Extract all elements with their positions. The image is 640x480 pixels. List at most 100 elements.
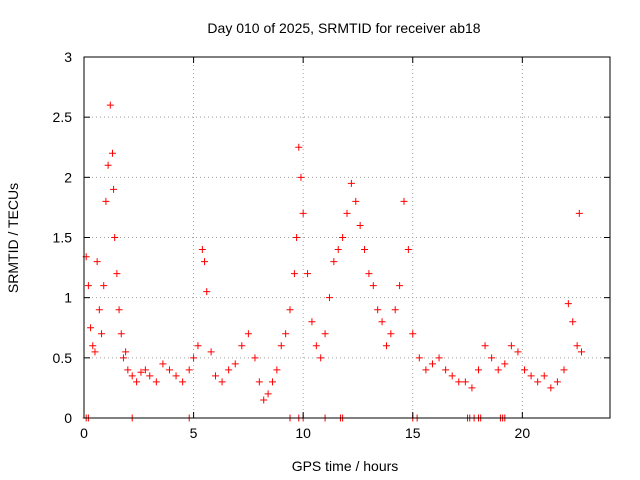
data-point <box>238 342 246 350</box>
data-point <box>553 378 561 386</box>
y-tick-label: 3 <box>64 49 72 65</box>
data-point <box>365 270 373 278</box>
data-point <box>308 318 316 326</box>
data-point <box>152 378 160 386</box>
data-point <box>347 179 355 187</box>
data-point <box>293 234 301 241</box>
data-point <box>299 209 307 217</box>
data-point <box>268 378 276 386</box>
data-point <box>172 372 180 380</box>
data-point <box>137 368 145 376</box>
data-point <box>575 209 583 217</box>
data-point <box>475 366 482 374</box>
data-point <box>286 306 294 314</box>
data-point <box>527 372 535 380</box>
axis-tick-labels: 0 5 10 15 20 0 0.5 1 1.5 2 2.5 3 <box>53 49 531 441</box>
data-point <box>396 282 404 290</box>
data-point <box>141 366 149 374</box>
data-point <box>304 270 312 278</box>
data-point <box>409 330 417 338</box>
data-point <box>569 318 577 326</box>
y-tick-label: 2.5 <box>53 109 73 125</box>
data-point <box>442 366 450 374</box>
data-point <box>488 354 496 362</box>
data-point <box>369 282 377 290</box>
data-point <box>91 348 99 356</box>
data-point <box>325 294 333 302</box>
data-point <box>146 372 154 380</box>
data-point <box>312 342 320 350</box>
data-point <box>128 372 136 380</box>
data-point <box>514 348 522 356</box>
data-points <box>82 101 586 422</box>
data-point <box>297 173 305 181</box>
data-point <box>212 372 219 380</box>
y-tick-label: 1.5 <box>53 230 73 246</box>
data-point <box>95 306 103 314</box>
data-point <box>113 270 121 278</box>
data-point <box>352 197 360 205</box>
data-point <box>108 149 116 157</box>
data-point <box>93 258 101 266</box>
data-point <box>507 342 515 350</box>
data-point <box>404 246 412 254</box>
data-point <box>260 396 268 404</box>
data-point <box>89 342 97 350</box>
data-point <box>422 366 430 374</box>
data-point <box>159 360 167 368</box>
data-point <box>117 330 125 338</box>
data-point <box>225 366 233 374</box>
data-point <box>564 300 572 308</box>
data-point <box>501 360 509 368</box>
data-point <box>255 378 263 386</box>
data-point <box>387 330 395 338</box>
data-point <box>290 270 298 278</box>
data-point <box>334 246 342 254</box>
data-point <box>448 372 456 380</box>
axis-ticks <box>83 56 610 419</box>
y-axis-label: SRMTID / TECUs <box>5 183 21 293</box>
data-point <box>317 354 325 362</box>
data-point <box>102 197 110 205</box>
x-tick-label: 10 <box>295 425 311 441</box>
y-tick-label: 0 <box>64 410 72 426</box>
data-point <box>468 384 476 392</box>
data-point <box>374 306 382 314</box>
data-point <box>573 342 581 350</box>
x-tick-label: 5 <box>190 425 198 441</box>
data-point <box>119 354 127 362</box>
data-point <box>400 197 408 205</box>
data-point <box>356 221 364 229</box>
data-point <box>560 366 568 374</box>
data-point <box>534 378 542 386</box>
data-point <box>343 209 351 217</box>
y-tick-label: 0.5 <box>53 350 73 366</box>
data-point <box>244 330 252 338</box>
data-point <box>273 366 281 374</box>
x-tick-label: 20 <box>515 425 531 441</box>
data-point <box>251 354 259 362</box>
data-point <box>339 234 347 241</box>
data-point <box>198 246 206 254</box>
y-tick-label: 2 <box>64 169 72 185</box>
data-point <box>547 384 555 392</box>
data-point <box>100 282 108 290</box>
data-point <box>133 378 141 386</box>
data-point <box>98 330 106 338</box>
data-point <box>165 366 173 374</box>
data-point <box>330 258 338 266</box>
data-point <box>104 161 112 169</box>
data-point <box>124 366 132 374</box>
data-point <box>378 318 386 326</box>
data-point <box>277 342 285 350</box>
data-point <box>382 342 390 350</box>
data-point <box>282 330 290 338</box>
chart-title: Day 010 of 2025, SRMTID for receiver ab1… <box>207 20 480 36</box>
y-tick-label: 1 <box>64 290 72 306</box>
data-point <box>415 354 423 362</box>
data-point <box>461 378 469 386</box>
data-point <box>540 372 548 380</box>
data-point <box>179 378 187 386</box>
